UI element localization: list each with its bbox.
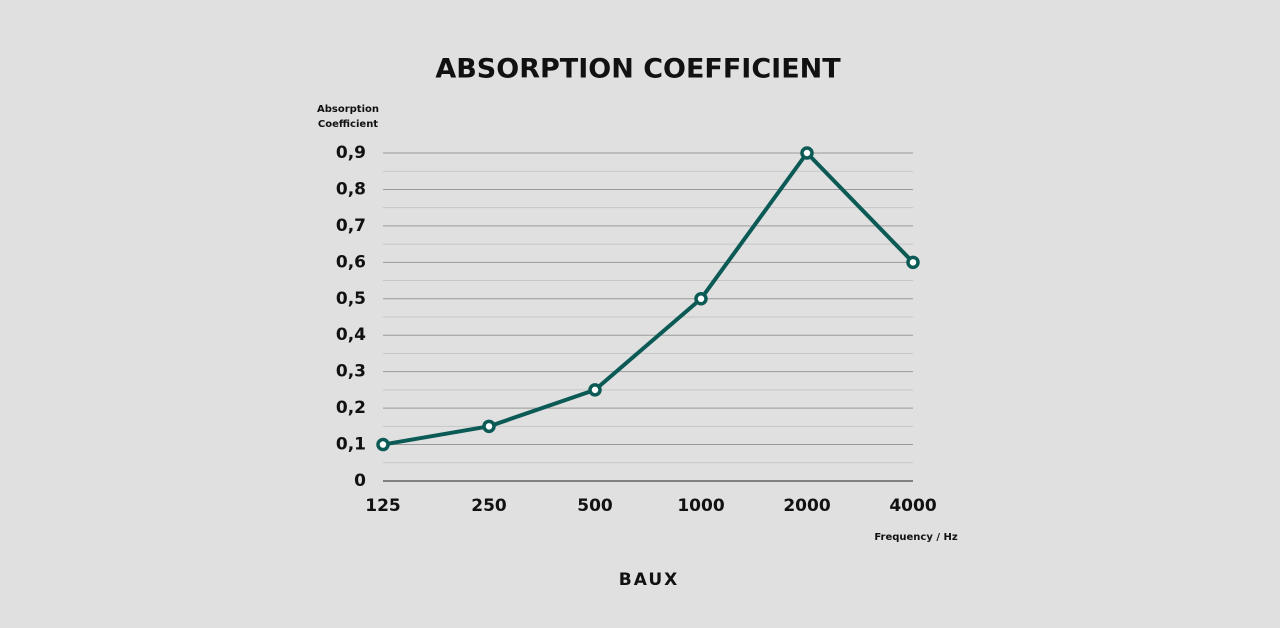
y-tick-label: 0,5 (336, 289, 366, 309)
point (800, 146, 814, 160)
chart-title: ABSORPTION COEFFICIENT (435, 54, 841, 85)
line (382, 151, 915, 447)
y-tick-label: 0,6 (336, 252, 366, 272)
y-tick-label: 0,7 (336, 216, 366, 236)
y-tick-label: 0,2 (336, 398, 366, 418)
y-tick-label: 0,8 (336, 179, 366, 199)
x-tick-label: 1000 (677, 496, 724, 516)
point (482, 419, 496, 434)
y-tick-label: 0,4 (336, 325, 366, 345)
x-tick-label: 2000 (783, 496, 830, 516)
point (588, 383, 602, 397)
x-tick-label: 4000 (889, 496, 936, 516)
point (376, 437, 390, 452)
brand: BAUX (619, 570, 680, 590)
y-tick-label: 0,1 (336, 435, 366, 455)
x-tick-label: 125 (365, 496, 401, 516)
x-tick-label: 250 (471, 496, 507, 516)
y-tick-label: 0,9 (336, 143, 366, 163)
point (694, 292, 708, 306)
y-tick-label: 0,3 (336, 362, 366, 382)
x-axis-label: Frequency / Hz (874, 532, 958, 543)
point (906, 255, 920, 270)
y-axis-label: Absorption Coefficient (316, 104, 379, 130)
y-tick-label: 0 (354, 471, 366, 491)
x-tick-label: 500 (577, 496, 613, 516)
